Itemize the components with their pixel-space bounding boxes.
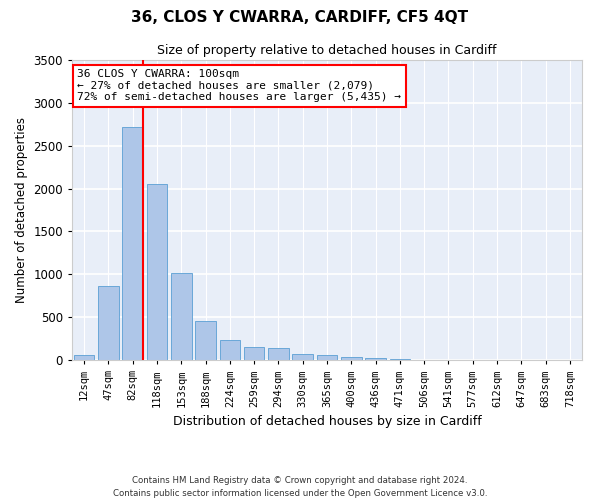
Bar — [317, 356, 337, 360]
Text: 36, CLOS Y CWARRA, CARDIFF, CF5 4QT: 36, CLOS Y CWARRA, CARDIFF, CF5 4QT — [131, 10, 469, 25]
Bar — [195, 320, 216, 360]
Bar — [146, 184, 167, 360]
Bar — [98, 286, 119, 360]
Bar — [171, 274, 191, 360]
Text: Contains HM Land Registry data © Crown copyright and database right 2024.
Contai: Contains HM Land Registry data © Crown c… — [113, 476, 487, 498]
Bar — [389, 358, 410, 360]
Bar — [74, 354, 94, 360]
Text: 36 CLOS Y CWARRA: 100sqm
← 27% of detached houses are smaller (2,079)
72% of sem: 36 CLOS Y CWARRA: 100sqm ← 27% of detach… — [77, 69, 401, 102]
Bar — [365, 358, 386, 360]
Bar — [268, 348, 289, 360]
Bar — [220, 340, 240, 360]
Bar — [122, 127, 143, 360]
Bar — [341, 357, 362, 360]
Title: Size of property relative to detached houses in Cardiff: Size of property relative to detached ho… — [157, 44, 497, 58]
Y-axis label: Number of detached properties: Number of detached properties — [15, 117, 28, 303]
Bar — [292, 354, 313, 360]
Bar — [244, 347, 265, 360]
X-axis label: Distribution of detached houses by size in Cardiff: Distribution of detached houses by size … — [173, 415, 481, 428]
